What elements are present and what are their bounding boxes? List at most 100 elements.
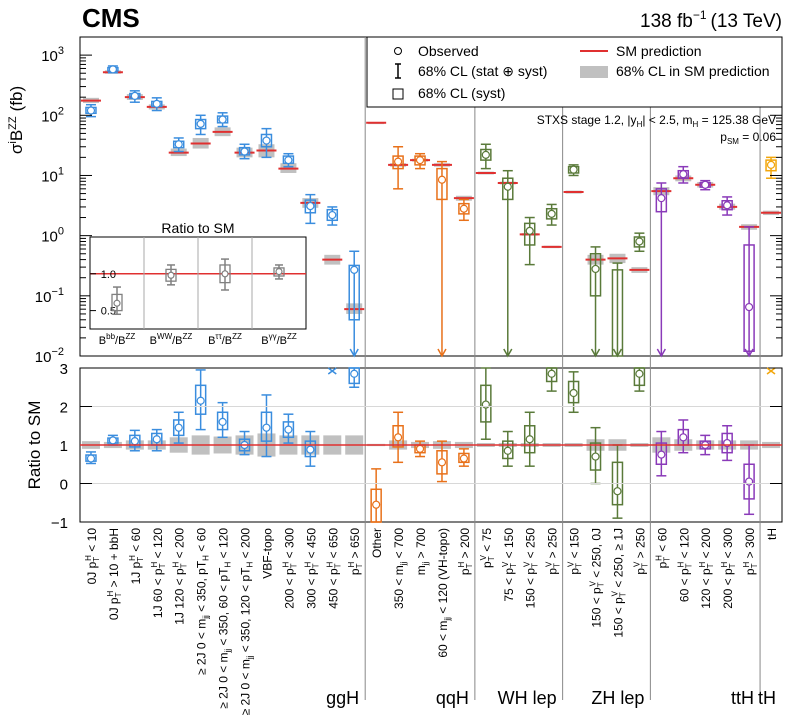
category-label-part: T: [114, 592, 123, 597]
category-label-part: jj: [246, 655, 255, 660]
luminosity-unit-exponent: −1: [693, 8, 707, 22]
ratio-observed-marker: [481, 400, 490, 409]
category-label-part: < 250, 0J: [590, 528, 604, 581]
observed-marker: [635, 237, 644, 246]
category-label-part: H: [106, 591, 115, 597]
ratio-tick-label: 1: [60, 438, 68, 455]
syst-box: [589, 253, 602, 297]
category-label-part: 450 < p: [326, 568, 340, 609]
category-label: 60 < pTH < 120: [676, 528, 693, 602]
syst-box: [523, 222, 536, 246]
category-label-part: V: [589, 580, 598, 586]
category-label-part: < 350, 60 < p: [217, 575, 231, 649]
category-label-part: T: [289, 563, 298, 568]
category-label-part: T: [684, 563, 693, 568]
ratio-observed-marker: [591, 452, 600, 461]
category-label-part: T: [597, 582, 606, 587]
category-label-part: 200 < p: [282, 568, 296, 609]
ratio-syst-box: [172, 419, 185, 437]
ratio-observed-marker: [130, 437, 139, 446]
category-label-part: V: [567, 561, 576, 567]
ratio-syst-box: [633, 367, 646, 387]
observed-marker: [306, 201, 315, 211]
inset-title: Ratio to SM: [161, 220, 234, 236]
syst-box: [765, 159, 777, 172]
inset-syst-box: [273, 267, 285, 277]
category-label-part: T: [509, 563, 518, 568]
category-label-part: H: [676, 561, 685, 567]
category-label-part: T: [750, 563, 759, 568]
category-label-part: T: [553, 563, 562, 568]
ratio-syst-box: [523, 425, 536, 454]
down-arrow: [437, 348, 447, 358]
ratio-syst-box: [480, 384, 492, 423]
ratio-tick-label: −1: [51, 515, 68, 532]
stxs-annotation: STXS stage 1.2, |yH| < 2.5, mH = 125.38 …: [537, 113, 776, 129]
observed-marker: [218, 115, 227, 124]
inset-label-part: B: [150, 335, 157, 347]
category-label-part: jj: [421, 561, 430, 566]
ratio-y-axis-title: Ratio to SM: [25, 401, 44, 490]
legend: Observed 68% CL (stat ⊕ syst) 68% CL (sy…: [366, 36, 783, 108]
inset-label-part: /B: [222, 335, 232, 347]
category-label-part: p: [546, 568, 560, 575]
observed-marker: [547, 209, 556, 218]
top-tick-label: 103: [41, 45, 64, 65]
category-label-part: 150 < p: [611, 597, 625, 638]
category-label-part: p: [633, 568, 647, 575]
ratio-syst-box: [260, 411, 273, 442]
inset-label-part: γγ: [269, 332, 277, 341]
category-label-part: T: [531, 563, 540, 568]
ratio-syst-box: [392, 425, 404, 448]
ratio-observed-marker: [657, 450, 666, 459]
category-label-part: T: [158, 563, 167, 568]
anno2-a: p: [720, 130, 727, 144]
group-label: tH: [758, 688, 776, 708]
inset-label-part: /B: [277, 335, 287, 347]
ratio-observed-marker: [262, 423, 271, 432]
observed-marker: [525, 226, 534, 235]
category-label: 450 < pTH < 650: [325, 528, 342, 609]
ratio-observed-marker: [108, 436, 118, 445]
category-label-part: jj: [443, 617, 452, 622]
observed-marker: [328, 210, 337, 220]
ratio-syst-box: [348, 367, 360, 385]
ratio-syst-box: [589, 442, 602, 471]
category-label-part: < 60: [195, 528, 209, 555]
observed-marker: [262, 136, 271, 145]
observed-marker: [240, 147, 249, 156]
anno2-end: = 0.06: [739, 130, 776, 144]
ratio-observed-marker: [174, 423, 183, 432]
ratio-observed-marker: [350, 369, 359, 378]
group-label: ttH: [731, 688, 754, 708]
category-label-part: 75 < p: [502, 568, 516, 602]
category-label-part: T: [217, 567, 231, 575]
tick-exponent: 0: [58, 226, 64, 238]
category-label: 200 < pTH < 300: [281, 528, 298, 609]
ylabel-sigma: σ: [7, 143, 26, 154]
category-label-part: < 120 (VH-topo): [436, 528, 450, 617]
ratio-syst-box: [545, 367, 558, 383]
psm-annotation: pSM = 0.06: [720, 130, 776, 146]
ylabel-unit: (fb): [7, 86, 26, 112]
category-label: Other: [370, 528, 384, 558]
category-label-part: H: [281, 561, 290, 567]
tick-mantissa: 10: [35, 349, 52, 366]
category-label-part: T: [333, 563, 342, 568]
category-label-part: T: [465, 563, 474, 568]
category-label: ≥ 2J 0 < mjj < 350, 60 < pTH < 120: [217, 528, 233, 709]
category-label-part: H: [246, 561, 255, 567]
category-label-part: 150 < p: [590, 587, 604, 628]
observed-marker: [503, 182, 512, 191]
inset-label-part: ZZ: [287, 332, 297, 341]
category-label-part: VBF-topo: [260, 528, 274, 579]
inset-syst-box: [219, 264, 231, 284]
category-label-part: tH: [765, 528, 779, 540]
category-label-part: < 300: [282, 528, 296, 562]
down-arrow: [656, 348, 666, 358]
category-label-part: p: [480, 561, 494, 568]
luminosity-label: 138 fb−1 (13 TeV): [640, 8, 782, 32]
inset-syst-box: [111, 293, 123, 312]
category-label-part: 60 < m: [436, 621, 450, 658]
